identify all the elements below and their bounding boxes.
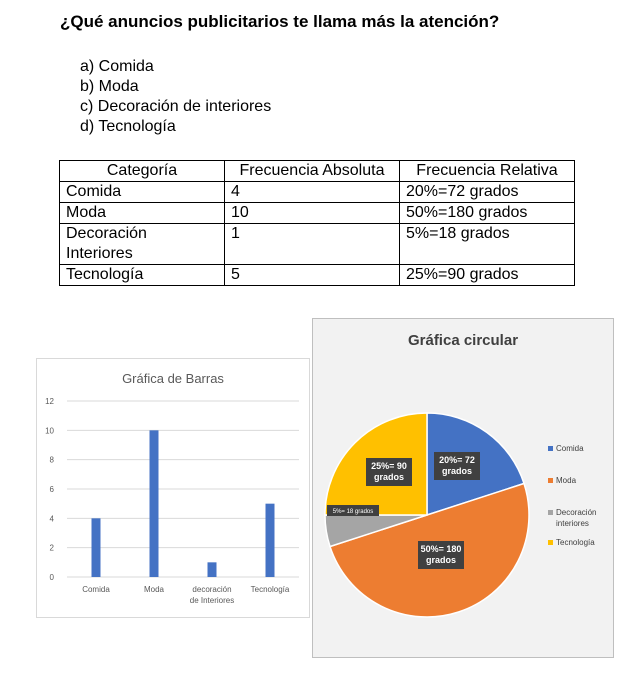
pie-legend-item: Moda xyxy=(548,476,577,485)
table-row: Moda 10 50%=180 grados xyxy=(59,202,575,224)
cell-absolute: 10 xyxy=(224,202,400,224)
bar-y-tick-label: 6 xyxy=(50,485,55,494)
bar-y-tick-label: 0 xyxy=(50,573,55,582)
cell-relative: 25%=90 grados xyxy=(399,264,575,286)
cell-relative: 20%=72 grados xyxy=(399,181,575,203)
option-c: c) Decoración de interiores xyxy=(80,98,272,115)
option-b: b) Moda xyxy=(80,78,139,95)
bar-category-label: decoración de Interiores xyxy=(190,585,234,605)
cell-absolute: 5 xyxy=(224,264,400,286)
option-d: d) Tecnología xyxy=(80,118,176,135)
question-title: ¿Qué anuncios publicitarios te llama más… xyxy=(60,12,500,31)
bar-category-label: Moda xyxy=(144,585,165,594)
option-a: a) Comida xyxy=(80,58,154,75)
bar-y-tick-label: 12 xyxy=(45,397,54,406)
table-row: Comida 4 20%=72 grados xyxy=(59,181,575,203)
pie-chart: Gráfica circular 20%= 72 grados 50%= 180 gr… xyxy=(324,332,596,618)
bar-chart-panel: Gráfica de Barras 0 2 4 6 8 10 12 Comida Moda dec… xyxy=(36,358,310,618)
bar-mark xyxy=(91,518,101,577)
header-relative: Frecuencia Relativa xyxy=(399,160,575,182)
cell-category: Tecnología xyxy=(59,264,225,286)
cell-category: Moda xyxy=(59,202,225,224)
pie-legend-item: Decoración interiores xyxy=(548,508,596,528)
answer-options: a) Comida b) Moda c) Decoración de inter… xyxy=(80,57,271,137)
bar-y-tick-label: 4 xyxy=(50,514,55,523)
pie-data-label: 50%= 180 grados xyxy=(418,541,464,569)
bar-category-label: Comida xyxy=(82,585,110,594)
pie-data-label: 20%= 72 grados xyxy=(434,452,480,480)
svg-text:Moda: Moda xyxy=(556,476,577,485)
header-category: Categoría xyxy=(59,160,225,182)
svg-text:Tecnología: Tecnología xyxy=(556,538,595,547)
table-row: Decoración Interiores 1 5%=18 grados xyxy=(59,223,575,265)
cell-relative: 5%=18 grados xyxy=(399,223,575,265)
table-row: Tecnología 5 25%=90 grados xyxy=(59,264,575,286)
pie-data-label: 25%= 90 grados xyxy=(366,458,412,486)
table-header-row: Categoría Frecuencia Absoluta Frecuencia… xyxy=(59,160,575,182)
svg-text:5%= 18 grados: 5%= 18 grados xyxy=(333,509,374,515)
svg-text:Comida: Comida xyxy=(556,444,584,453)
pie-data-label: 5%= 18 grados xyxy=(327,505,379,516)
frequency-table: Categoría Frecuencia Absoluta Frecuencia… xyxy=(59,160,575,286)
bar-y-tick-label: 10 xyxy=(45,426,54,435)
cell-category: Comida xyxy=(59,181,225,203)
bar-mark xyxy=(149,430,159,577)
bar-y-tick-label: 2 xyxy=(50,544,55,553)
pie-chart-panel: Gráfica circular 20%= 72 grados 50%= 180 gr… xyxy=(312,318,614,658)
pie-legend-item: Tecnología xyxy=(548,538,595,547)
bar-mark xyxy=(265,503,275,577)
bar-category-label: Tecnología xyxy=(251,585,290,594)
cell-relative: 50%=180 grados xyxy=(399,202,575,224)
cell-absolute: 4 xyxy=(224,181,400,203)
bar-chart-title: Gráfica de Barras xyxy=(122,371,224,386)
header-absolute: Frecuencia Absoluta xyxy=(224,160,400,182)
bar-mark xyxy=(207,562,217,577)
bar-chart: Gráfica de Barras 0 2 4 6 8 10 12 Comida Moda dec… xyxy=(45,371,299,605)
cell-category: Decoración Interiores xyxy=(59,223,225,265)
cell-absolute: 1 xyxy=(224,223,400,265)
bar-y-tick-label: 8 xyxy=(50,456,55,465)
pie-legend-item: Comida xyxy=(548,444,584,453)
pie-chart-title: Gráfica circular xyxy=(408,332,518,349)
